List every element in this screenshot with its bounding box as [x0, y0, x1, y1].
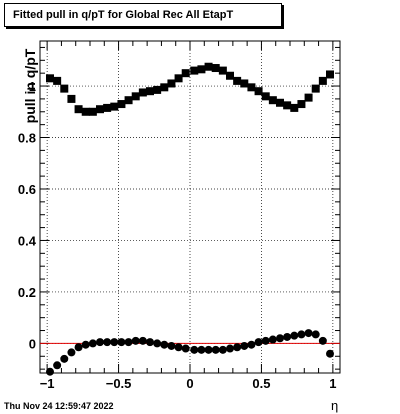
- y-tick-label: 0.8: [18, 131, 36, 146]
- data-point-circle: [283, 332, 292, 341]
- chart-title: Fitted pull in q/pT for Global Rec All E…: [13, 9, 234, 21]
- data-point-circle: [297, 330, 306, 339]
- data-point-circle: [138, 336, 147, 345]
- data-point-square: [138, 88, 147, 97]
- data-point-square: [181, 69, 190, 78]
- data-point-square: [290, 103, 299, 112]
- data-point-square: [311, 84, 320, 93]
- data-point-circle: [197, 345, 206, 354]
- data-point-circle: [167, 341, 176, 350]
- data-point-circle: [110, 338, 119, 347]
- data-point-circle: [117, 338, 126, 347]
- x-tick-label: −0.5: [106, 376, 132, 391]
- data-point-circle: [124, 338, 133, 347]
- data-point-square: [204, 62, 213, 71]
- data-point-square: [318, 76, 327, 85]
- data-point-circle: [160, 340, 169, 349]
- data-point-circle: [226, 344, 234, 353]
- data-point-circle: [174, 343, 183, 352]
- data-point-square: [46, 74, 54, 83]
- y-tick-label: 0.6: [18, 182, 36, 197]
- data-point-square: [96, 105, 104, 114]
- data-point-square: [60, 84, 69, 93]
- data-point-square: [283, 101, 292, 110]
- data-point-square: [247, 83, 256, 92]
- data-point-square: [276, 98, 284, 107]
- data-point-square: [197, 65, 206, 74]
- x-tick-label: 0.5: [252, 376, 270, 391]
- data-point-circle: [211, 345, 220, 354]
- data-point-square: [124, 96, 133, 105]
- data-point-square: [53, 76, 62, 85]
- data-point-circle: [81, 340, 90, 349]
- data-point-square: [304, 93, 313, 102]
- data-point-square: [326, 70, 334, 79]
- data-point-circle: [247, 340, 256, 349]
- data-point-square: [218, 66, 227, 75]
- data-point-square: [297, 100, 306, 109]
- data-point-square: [146, 87, 154, 96]
- data-point-circle: [233, 343, 242, 352]
- data-point-circle: [290, 331, 299, 340]
- data-point-circle: [204, 345, 213, 354]
- data-point-circle: [46, 367, 54, 376]
- data-point-square: [81, 107, 90, 116]
- data-point-square: [160, 83, 169, 92]
- data-point-circle: [88, 339, 97, 348]
- title-box: Fitted pull in q/pT for Global Rec All E…: [4, 3, 282, 27]
- y-axis-label: pull in q/pT: [22, 48, 38, 124]
- x-tick-label: −1: [40, 376, 55, 391]
- data-point-circle: [304, 329, 313, 338]
- data-point-circle: [318, 336, 327, 345]
- data-point-circle: [74, 343, 83, 352]
- data-point-circle: [268, 335, 277, 344]
- x-axis-label: η: [331, 398, 339, 413]
- data-point-circle: [240, 341, 249, 350]
- data-point-circle: [60, 354, 69, 363]
- data-point-circle: [261, 336, 270, 345]
- data-point-circle: [103, 338, 112, 347]
- y-tick-label: 0.4: [18, 233, 37, 248]
- data-point-square: [233, 76, 242, 85]
- data-point-circle: [131, 336, 140, 345]
- x-tick-label: 0: [186, 376, 193, 391]
- data-point-circle: [153, 339, 162, 348]
- y-tick-label: 0: [29, 336, 36, 351]
- data-point-circle: [190, 345, 199, 354]
- data-point-square: [117, 100, 126, 109]
- y-tick-label: 0.2: [18, 285, 36, 300]
- data-point-square: [226, 71, 234, 80]
- data-point-circle: [67, 348, 76, 357]
- data-point-circle: [218, 345, 227, 354]
- data-point-square: [190, 66, 199, 75]
- data-point-square: [240, 79, 249, 88]
- data-point-square: [103, 103, 112, 112]
- x-tick-label: 1: [329, 376, 336, 391]
- data-point-square: [131, 92, 140, 101]
- timestamp: Thu Nov 24 12:59:47 2022: [4, 401, 114, 411]
- data-point-square: [254, 87, 263, 96]
- y-tick-label: 1: [29, 79, 36, 94]
- data-point-square: [67, 94, 76, 103]
- data-point-square: [211, 64, 220, 73]
- data-point-square: [88, 107, 97, 116]
- data-point-square: [110, 102, 119, 111]
- data-point-circle: [254, 338, 263, 347]
- data-point-square: [261, 92, 270, 101]
- data-point-square: [74, 105, 83, 114]
- data-point-square: [174, 74, 183, 83]
- data-point-circle: [181, 344, 190, 353]
- data-point-circle: [96, 338, 104, 347]
- data-point-circle: [326, 349, 334, 358]
- data-point-circle: [311, 330, 320, 339]
- data-point-circle: [276, 334, 284, 343]
- data-point-square: [167, 79, 176, 88]
- data-point-circle: [53, 361, 62, 370]
- data-point-square: [153, 85, 162, 94]
- data-point-circle: [146, 338, 154, 347]
- data-point-square: [268, 96, 277, 105]
